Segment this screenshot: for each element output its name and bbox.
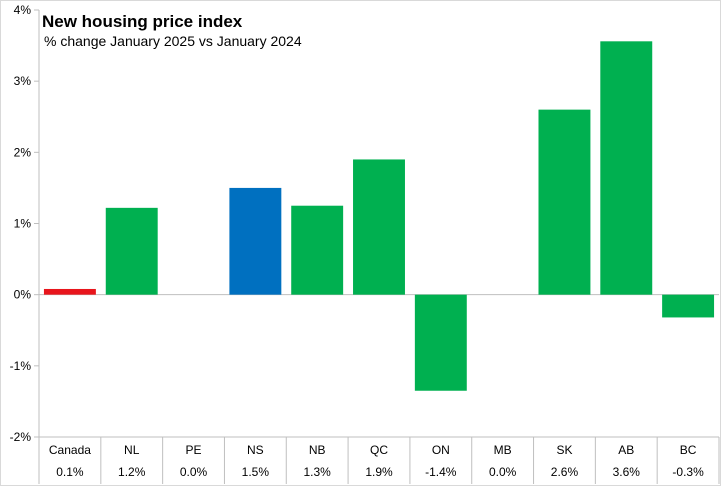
chart-title: New housing price index	[42, 12, 243, 31]
category-label: NB	[309, 443, 326, 457]
y-tick-label: 2%	[14, 145, 32, 159]
category-label: AB	[618, 443, 634, 457]
category-label: BC	[680, 443, 697, 457]
bar-canada	[43, 288, 96, 295]
value-label: 0.1%	[56, 465, 84, 479]
bar-nl	[105, 207, 158, 295]
y-tick-label: 3%	[14, 74, 32, 88]
y-tick-label: 1%	[14, 217, 32, 231]
category-table: Canada 0.1% NL 1.2% PE 0.0% NS 1.5% NB 1.3% QC 1.9%…	[38, 436, 720, 484]
category-label: ON	[432, 443, 450, 457]
bars-group	[43, 41, 715, 391]
bar-sk	[538, 109, 591, 295]
y-tick-label: -2%	[10, 430, 32, 444]
y-tick-label: 0%	[14, 288, 32, 302]
bar-nb	[291, 205, 344, 295]
category-label: Canada	[49, 443, 91, 457]
bar-bc	[662, 294, 715, 318]
bar-on	[414, 294, 467, 391]
y-tick-label: -1%	[10, 359, 32, 373]
bar-ab	[600, 41, 653, 295]
value-label: 3.6%	[613, 465, 641, 479]
bar-qc	[353, 159, 405, 295]
value-label: 1.9%	[365, 465, 393, 479]
category-label: PE	[186, 443, 202, 457]
category-label: MB	[494, 443, 512, 457]
value-label: -0.3%	[672, 465, 704, 479]
value-label: 1.2%	[118, 465, 146, 479]
value-label: 1.5%	[242, 465, 270, 479]
y-tick-label: 4%	[14, 3, 32, 17]
category-label: NS	[247, 443, 264, 457]
value-label: 1.3%	[304, 465, 332, 479]
category-label: QC	[370, 443, 388, 457]
category-label: SK	[556, 443, 572, 457]
value-label: -1.4%	[425, 465, 457, 479]
category-label: NL	[124, 443, 140, 457]
value-label: 0.0%	[489, 465, 517, 479]
value-label: 0.0%	[180, 465, 208, 479]
chart-subtitle: % change January 2025 vs January 2024	[44, 33, 302, 49]
value-label: 2.6%	[551, 465, 579, 479]
bar-ns	[229, 187, 282, 295]
